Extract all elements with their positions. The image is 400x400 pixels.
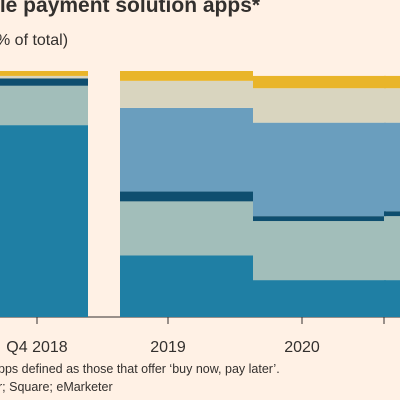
bar-segment bbox=[253, 216, 386, 222]
bar-segment bbox=[0, 78, 88, 86]
bar-segment bbox=[384, 211, 400, 217]
chart-footnote: pps defined as those that offer ‘buy now… bbox=[0, 362, 280, 376]
bar-segment bbox=[253, 88, 386, 123]
bar-segment bbox=[0, 75, 88, 79]
bar-segment bbox=[120, 107, 253, 192]
bar-segment bbox=[384, 216, 400, 281]
bar-segment bbox=[0, 125, 88, 318]
bar-segment bbox=[253, 221, 386, 281]
bar-segment bbox=[253, 75, 386, 89]
bar-segment bbox=[0, 71, 88, 76]
stacked-bar-chart: Q4 2018 2019 2020 bbox=[0, 71, 400, 356]
bar-segment bbox=[384, 75, 400, 89]
x-tick-label: 2019 bbox=[150, 339, 186, 356]
x-tick-label: Q4 2018 bbox=[6, 339, 67, 356]
bar-segment bbox=[0, 85, 88, 126]
chart-title: ile payment solution apps* bbox=[0, 0, 261, 17]
chart-subtitle: % of total) bbox=[0, 32, 69, 49]
bar-segment bbox=[253, 280, 386, 317]
bar-segment bbox=[120, 80, 253, 108]
bar-segment bbox=[384, 88, 400, 123]
bar-segment bbox=[120, 255, 253, 317]
bar-segment bbox=[384, 280, 400, 317]
bar-segment bbox=[120, 191, 253, 202]
bar-segment bbox=[384, 122, 400, 212]
bar-segment bbox=[253, 122, 386, 217]
x-tick-label: 2020 bbox=[284, 339, 320, 356]
bar-segment bbox=[120, 71, 253, 81]
chart-source: r; Square; eMarketer bbox=[0, 380, 113, 394]
bar-segment bbox=[120, 201, 253, 256]
